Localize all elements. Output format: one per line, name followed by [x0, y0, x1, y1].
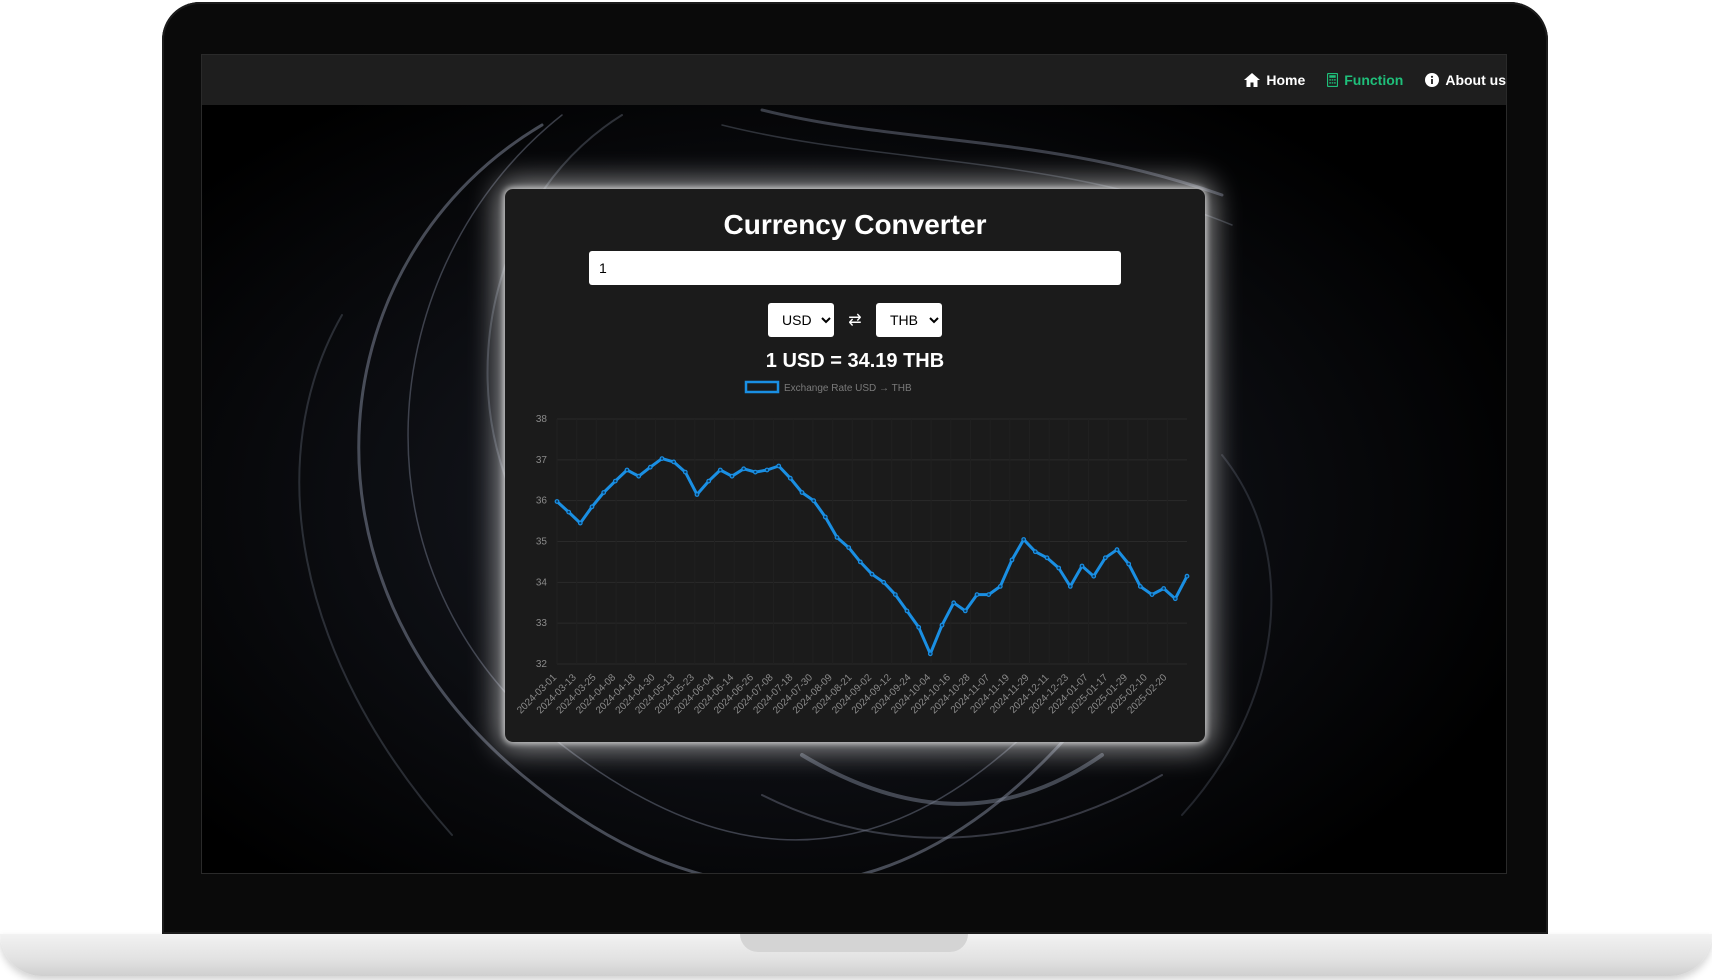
data-point	[717, 467, 723, 473]
data-point	[1149, 592, 1155, 598]
nav-item-home[interactable]: Home	[1244, 72, 1305, 88]
data-point	[1114, 547, 1120, 553]
data-point	[1091, 573, 1097, 579]
data-point	[1161, 586, 1167, 591]
legend-swatch	[744, 380, 780, 394]
data-point	[647, 464, 653, 470]
data-point	[951, 600, 957, 606]
legend-label: Exchange Rate USD → THB	[784, 383, 912, 394]
amount-input[interactable]	[589, 251, 1121, 285]
data-point	[741, 466, 747, 472]
data-point	[589, 504, 595, 510]
data-point	[601, 490, 607, 495]
data-point	[1172, 596, 1178, 602]
data-point	[904, 608, 910, 614]
data-point	[892, 592, 898, 598]
data-point	[974, 592, 980, 598]
data-point	[986, 592, 992, 598]
data-point	[682, 469, 688, 475]
nav-item-about[interactable]: About us	[1425, 72, 1506, 88]
data-point	[1184, 573, 1190, 579]
data-point	[916, 624, 922, 630]
data-point	[729, 473, 735, 479]
y-tick-label: 34	[536, 577, 548, 588]
y-tick-label: 38	[536, 414, 548, 425]
to-currency-select[interactable]: THB	[876, 303, 942, 337]
data-point	[1079, 563, 1085, 569]
data-point	[939, 622, 945, 628]
data-point	[962, 608, 968, 614]
data-point	[694, 492, 700, 497]
data-point	[612, 478, 618, 484]
nav-label-function: Function	[1344, 72, 1404, 88]
data-point	[566, 509, 572, 515]
data-point	[624, 467, 630, 473]
data-point	[799, 490, 805, 495]
data-point	[1137, 584, 1143, 589]
data-point	[1056, 565, 1062, 571]
data-point	[1009, 557, 1015, 563]
data-point	[1032, 549, 1038, 555]
browser-viewport: Home Function	[201, 54, 1507, 874]
data-point	[776, 463, 782, 469]
data-point	[752, 469, 758, 475]
info-icon	[1425, 73, 1440, 87]
data-point	[1021, 537, 1027, 542]
data-point	[811, 498, 817, 504]
laptop-hinge	[740, 934, 968, 952]
data-point	[857, 559, 863, 565]
data-point	[1067, 584, 1073, 589]
navbar: Home Function	[202, 55, 1506, 105]
nav-item-function[interactable]: Function	[1327, 72, 1403, 88]
data-point	[822, 514, 828, 520]
data-point	[659, 456, 665, 462]
data-point	[997, 584, 1003, 589]
data-point	[927, 651, 933, 657]
home-icon	[1244, 73, 1261, 87]
currency-row: USD ⇄ THB	[505, 303, 1205, 337]
data-point	[706, 478, 712, 484]
calculator-icon	[1327, 73, 1339, 87]
data-point	[846, 545, 852, 551]
data-point	[671, 459, 677, 465]
exchange-rate-chart: 383736353433322024-03-012024-03-132024-0…	[515, 380, 1190, 716]
data-point	[636, 473, 642, 479]
data-point	[577, 520, 583, 526]
y-tick-label: 35	[536, 537, 548, 548]
data-point	[1044, 555, 1050, 561]
converter-title: Currency Converter	[723, 209, 987, 240]
nav-menu: Home Function	[1244, 55, 1506, 105]
data-point	[881, 579, 887, 585]
conversion-result: 1 USD = 34.19 THB	[765, 350, 945, 372]
swap-icon[interactable]: ⇄	[848, 312, 862, 329]
data-point	[1126, 561, 1132, 567]
from-currency-select[interactable]: USD	[768, 303, 834, 337]
data-point	[787, 475, 793, 481]
data-point	[869, 571, 875, 577]
data-point	[554, 499, 560, 504]
data-point	[834, 535, 840, 540]
y-tick-label: 33	[536, 618, 548, 629]
data-point	[764, 467, 770, 473]
data-point	[1102, 555, 1108, 561]
nav-label-home: Home	[1266, 72, 1306, 88]
y-tick-label: 36	[536, 496, 548, 507]
y-tick-label: 32	[536, 659, 548, 670]
nav-label-about: About us	[1445, 72, 1506, 88]
y-tick-label: 37	[536, 455, 548, 466]
converter-card: Currency Converter USD ⇄ THB 1 USD = 34.…	[505, 189, 1205, 742]
